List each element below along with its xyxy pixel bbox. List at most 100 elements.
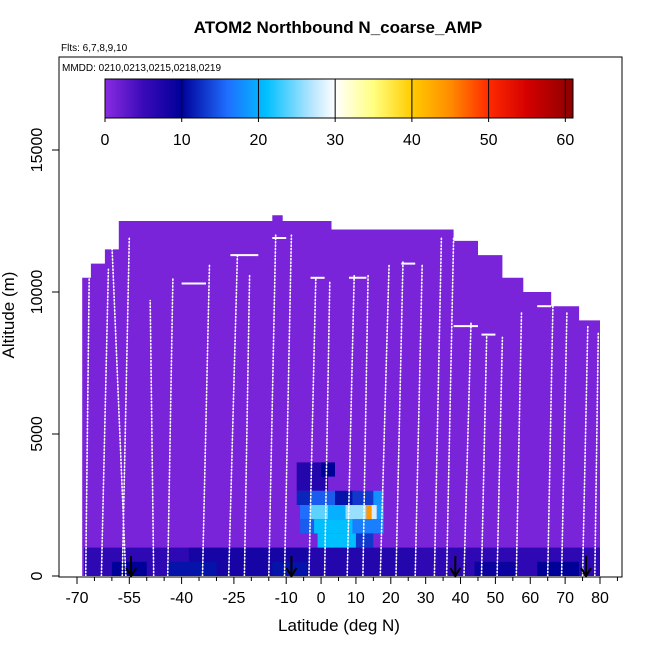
flight-profile bbox=[346, 274, 356, 577]
x-tick-label: -40 bbox=[170, 590, 193, 607]
arrow-head bbox=[449, 567, 462, 578]
arrow-head bbox=[125, 567, 137, 578]
flight-profile bbox=[379, 262, 390, 577]
heatmap-cell bbox=[310, 505, 328, 520]
heatmap-cell bbox=[296, 490, 311, 505]
flight-profile bbox=[227, 254, 239, 577]
chart-title: ATOM2 Northbound N_coarse_AMP bbox=[194, 18, 482, 37]
heatmap-cell bbox=[474, 561, 517, 576]
heatmap-cell bbox=[300, 505, 311, 520]
colorbar-tick-label: 10 bbox=[173, 132, 191, 149]
flight-profile bbox=[166, 276, 174, 577]
flight-profile bbox=[546, 305, 554, 577]
heatmap-cell bbox=[376, 505, 384, 520]
x-tick-label: 20 bbox=[382, 590, 400, 607]
flight-profile bbox=[243, 274, 251, 577]
x-tick-label: -55 bbox=[118, 590, 141, 607]
flight-profile bbox=[463, 322, 472, 577]
flight-profile bbox=[111, 242, 127, 577]
flight-profile bbox=[515, 311, 523, 577]
colorbar-tick-label: 30 bbox=[326, 132, 344, 149]
flight-profile bbox=[433, 237, 443, 577]
heatmap-cell bbox=[317, 533, 356, 548]
heatmap-cell bbox=[366, 505, 372, 520]
flight-profile bbox=[323, 279, 331, 577]
flight-profile bbox=[100, 268, 110, 577]
x-tick-label: 0 bbox=[317, 590, 326, 607]
x-tick-label: -25 bbox=[222, 590, 245, 607]
colorbar: 0 10 20 30 40 50 60 bbox=[101, 78, 574, 149]
flight-profile bbox=[84, 276, 90, 577]
heatmap-cell bbox=[352, 490, 374, 505]
heatmap-cell bbox=[537, 561, 579, 576]
y-tick-label: 10000 bbox=[29, 270, 46, 315]
heatmap-cell bbox=[314, 519, 353, 534]
flight-profile bbox=[283, 234, 293, 577]
plot-area bbox=[82, 215, 600, 577]
flight-profile bbox=[362, 274, 369, 577]
colorbar-ticks: 0 10 20 30 40 50 60 bbox=[101, 79, 574, 149]
x-axis-label: Latitude (deg N) bbox=[278, 616, 400, 635]
heatmap-cell bbox=[352, 519, 384, 534]
dates-note: MMDD: 0210,0213,0215,0218,0219 bbox=[62, 63, 221, 74]
y-axis-label: Altitude (m) bbox=[0, 272, 18, 359]
x-tick-label: 50 bbox=[487, 590, 505, 607]
flight-profile bbox=[395, 259, 404, 577]
x-tick-label: -70 bbox=[65, 590, 88, 607]
data-envelope bbox=[82, 215, 600, 577]
arrow-head bbox=[285, 567, 298, 578]
heatmap-cell bbox=[310, 490, 335, 505]
y-tick-label: 15000 bbox=[29, 128, 46, 173]
y-axis: 0 5000 10000 15000 bbox=[29, 128, 59, 580]
y-tick-label: 5000 bbox=[29, 416, 46, 452]
heatmap-cell bbox=[335, 490, 356, 505]
heatmap-cell bbox=[321, 462, 335, 477]
flight-profile bbox=[308, 276, 317, 577]
flight-profile bbox=[480, 333, 488, 577]
flight-profile bbox=[149, 299, 155, 577]
flight-profile bbox=[581, 325, 589, 577]
colorbar-tick-label: 20 bbox=[250, 132, 268, 149]
x-tick-label: 10 bbox=[347, 590, 365, 607]
data-envelope-fill bbox=[82, 215, 600, 577]
colorbar-tick-label: 0 bbox=[101, 132, 110, 149]
heatmap-cell bbox=[328, 505, 346, 520]
heatmap-cell bbox=[373, 490, 384, 505]
heatmap-cell bbox=[345, 505, 367, 520]
flight-profile bbox=[445, 237, 455, 577]
flight-profile bbox=[267, 234, 277, 577]
x-tick-label: -10 bbox=[275, 590, 298, 607]
x-axis: -70 -55 -40 -25 -10 0 10 20 30 40 50 60 70 80 bbox=[65, 576, 618, 607]
x-tick-label: 70 bbox=[556, 590, 574, 607]
down-arrow-icon bbox=[285, 556, 298, 578]
colorbar-ramp bbox=[104, 78, 574, 119]
heatmap-cell bbox=[300, 519, 314, 534]
arrow-head bbox=[580, 567, 592, 578]
heatmap-cell bbox=[272, 561, 308, 576]
colorbar-tick-label: 40 bbox=[403, 132, 421, 149]
flight-profile bbox=[414, 262, 424, 577]
heatmap-cell bbox=[167, 561, 217, 576]
flight-profile bbox=[201, 262, 211, 577]
arrow-markers bbox=[125, 556, 592, 578]
flight-profiles bbox=[84, 234, 600, 577]
x-tick-label: 40 bbox=[452, 590, 470, 607]
down-arrow-icon bbox=[580, 556, 592, 578]
y-tick-label: 0 bbox=[29, 571, 46, 580]
x-tick-label: 30 bbox=[417, 590, 435, 607]
flight-profile bbox=[560, 311, 568, 577]
flight-profile bbox=[496, 336, 504, 577]
heatmap-cell bbox=[111, 561, 147, 576]
heatmap-cell bbox=[371, 505, 377, 520]
heatmap-cell bbox=[355, 533, 374, 548]
flight-profile bbox=[593, 330, 600, 577]
down-arrow-icon bbox=[449, 556, 462, 578]
heatmap-cells bbox=[84, 462, 600, 576]
colorbar-tick-label: 60 bbox=[556, 132, 574, 149]
x-tick-label: 60 bbox=[521, 590, 539, 607]
colorbar-tick-label: 50 bbox=[480, 132, 498, 149]
x-tick-label: 80 bbox=[591, 590, 609, 607]
down-arrow-icon bbox=[125, 556, 137, 578]
flights-note: Flts: 6,7,8,9,10 bbox=[61, 43, 128, 54]
